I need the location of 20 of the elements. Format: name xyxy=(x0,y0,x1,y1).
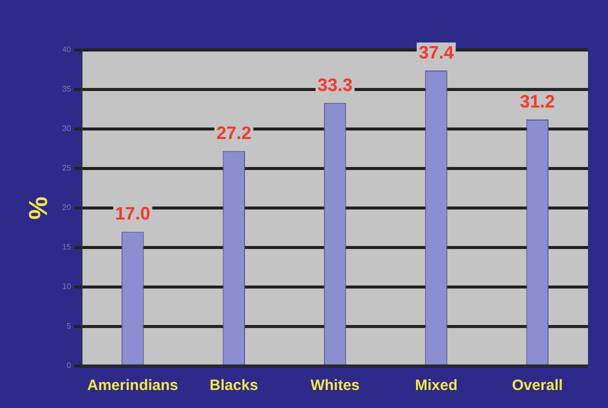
data-label: 37.4 xyxy=(418,42,454,63)
data-label: 33.3 xyxy=(318,74,353,95)
x-tick-label: Whites xyxy=(310,377,360,394)
y-tick-label: 15 xyxy=(62,242,72,252)
y-tick-label: 10 xyxy=(62,282,72,292)
x-tick-label: Overall xyxy=(512,377,563,394)
y-tick-label: 5 xyxy=(66,322,72,331)
x-tick-label: Mixed xyxy=(414,377,458,394)
data-label: 27.2 xyxy=(216,123,252,144)
y-axis-title: % xyxy=(22,196,53,220)
x-tick-label: Blacks xyxy=(210,377,258,394)
y-tick-label: 25 xyxy=(62,164,72,173)
y-tick-label: 30 xyxy=(62,124,72,134)
y-tick-label: 40 xyxy=(62,45,72,54)
y-tick-label: 35 xyxy=(62,84,72,94)
data-label: 17.0 xyxy=(115,204,150,224)
y-tick-label: 0 xyxy=(66,361,72,370)
x-tick-label: Amerindians xyxy=(87,377,178,394)
data-label: 31.2 xyxy=(520,91,555,112)
y-tick-label: 20 xyxy=(62,203,72,212)
